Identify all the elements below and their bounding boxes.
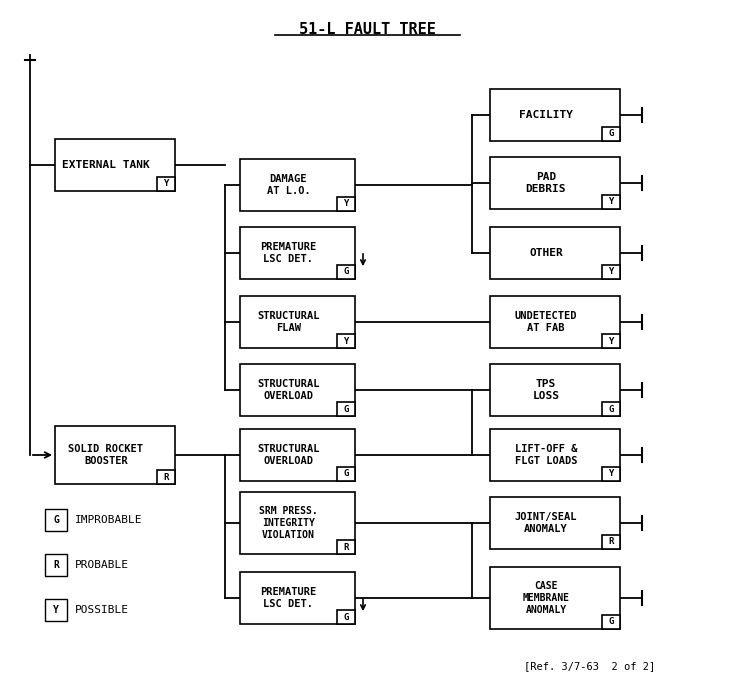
Text: IMPROBABLE: IMPROBABLE <box>75 515 143 525</box>
Bar <box>240 572 355 624</box>
Text: G: G <box>609 617 614 626</box>
Text: G: G <box>343 470 348 479</box>
Text: STRUCTURAL
FLAW: STRUCTURAL FLAW <box>257 311 320 333</box>
Bar <box>337 540 355 554</box>
Bar <box>240 159 355 211</box>
Text: Y: Y <box>609 267 614 276</box>
Text: TPS
LOSS: TPS LOSS <box>532 379 559 401</box>
Bar <box>490 157 620 209</box>
Text: [Ref. 3/7-63  2 of 2]: [Ref. 3/7-63 2 of 2] <box>524 661 656 671</box>
Bar <box>337 402 355 416</box>
Bar <box>602 615 620 629</box>
Text: Y: Y <box>163 180 169 189</box>
Text: G: G <box>343 404 348 413</box>
Bar <box>240 227 355 279</box>
Bar <box>157 177 175 191</box>
Text: G: G <box>609 129 614 139</box>
Bar <box>55 139 175 191</box>
Bar <box>490 497 620 549</box>
Text: POSSIBLE: POSSIBLE <box>75 605 129 615</box>
Text: PREMATURE
LSC DET.: PREMATURE LSC DET. <box>260 587 317 609</box>
Text: R: R <box>609 537 614 546</box>
Bar <box>337 334 355 348</box>
Bar <box>337 610 355 624</box>
Text: PROBABLE: PROBABLE <box>75 560 129 570</box>
Text: LIFT-OFF &
FLGT LOADS: LIFT-OFF & FLGT LOADS <box>514 444 577 466</box>
Bar <box>337 265 355 279</box>
Bar <box>490 296 620 348</box>
Bar <box>602 467 620 481</box>
Bar <box>45 554 67 576</box>
Text: FACILITY: FACILITY <box>519 110 573 120</box>
Bar <box>490 89 620 141</box>
Bar <box>157 470 175 484</box>
Bar <box>490 227 620 279</box>
Text: G: G <box>53 515 59 525</box>
Text: PREMATURE
LSC DET.: PREMATURE LSC DET. <box>260 242 317 264</box>
Text: CASE
MEMBRANE
ANOMALY: CASE MEMBRANE ANOMALY <box>523 581 570 615</box>
Text: OTHER: OTHER <box>529 248 563 258</box>
Bar <box>45 599 67 621</box>
Bar <box>490 364 620 416</box>
Bar <box>337 197 355 211</box>
Text: STRUCTURAL
OVERLOAD: STRUCTURAL OVERLOAD <box>257 444 320 466</box>
Text: G: G <box>343 267 348 276</box>
Text: Y: Y <box>343 200 348 209</box>
Bar <box>602 535 620 549</box>
Bar <box>55 426 175 484</box>
Bar <box>490 567 620 629</box>
Bar <box>602 195 620 209</box>
Text: JOINT/SEAL
ANOMALY: JOINT/SEAL ANOMALY <box>514 512 577 534</box>
Bar <box>602 127 620 141</box>
Bar <box>602 334 620 348</box>
Text: Y: Y <box>609 470 614 479</box>
Text: R: R <box>53 560 59 570</box>
Bar <box>45 509 67 531</box>
Text: R: R <box>343 542 348 551</box>
Bar <box>240 364 355 416</box>
Text: Y: Y <box>343 336 348 345</box>
Text: PAD
DEBRIS: PAD DEBRIS <box>526 172 566 193</box>
Text: EXTERNAL TANK: EXTERNAL TANK <box>62 160 150 170</box>
Text: G: G <box>343 612 348 622</box>
Text: UNDETECTED
AT FAB: UNDETECTED AT FAB <box>514 311 577 333</box>
Text: DAMAGE
AT L.O.: DAMAGE AT L.O. <box>267 174 310 196</box>
Bar <box>240 492 355 554</box>
Text: SRM PRESS.
INTEGRITY
VIOLATION: SRM PRESS. INTEGRITY VIOLATION <box>259 507 318 539</box>
Text: R: R <box>163 473 169 482</box>
Text: Y: Y <box>609 198 614 207</box>
Bar <box>240 429 355 481</box>
Text: Y: Y <box>609 336 614 345</box>
Bar <box>490 429 620 481</box>
Bar <box>602 402 620 416</box>
Bar <box>337 467 355 481</box>
Text: STRUCTURAL
OVERLOAD: STRUCTURAL OVERLOAD <box>257 379 320 401</box>
Text: 51-L FAULT TREE: 51-L FAULT TREE <box>299 22 436 37</box>
Text: G: G <box>609 404 614 413</box>
Text: SOLID ROCKET
BOOSTER: SOLID ROCKET BOOSTER <box>68 444 143 466</box>
Bar <box>602 265 620 279</box>
Text: Y: Y <box>53 605 59 615</box>
Bar <box>240 296 355 348</box>
